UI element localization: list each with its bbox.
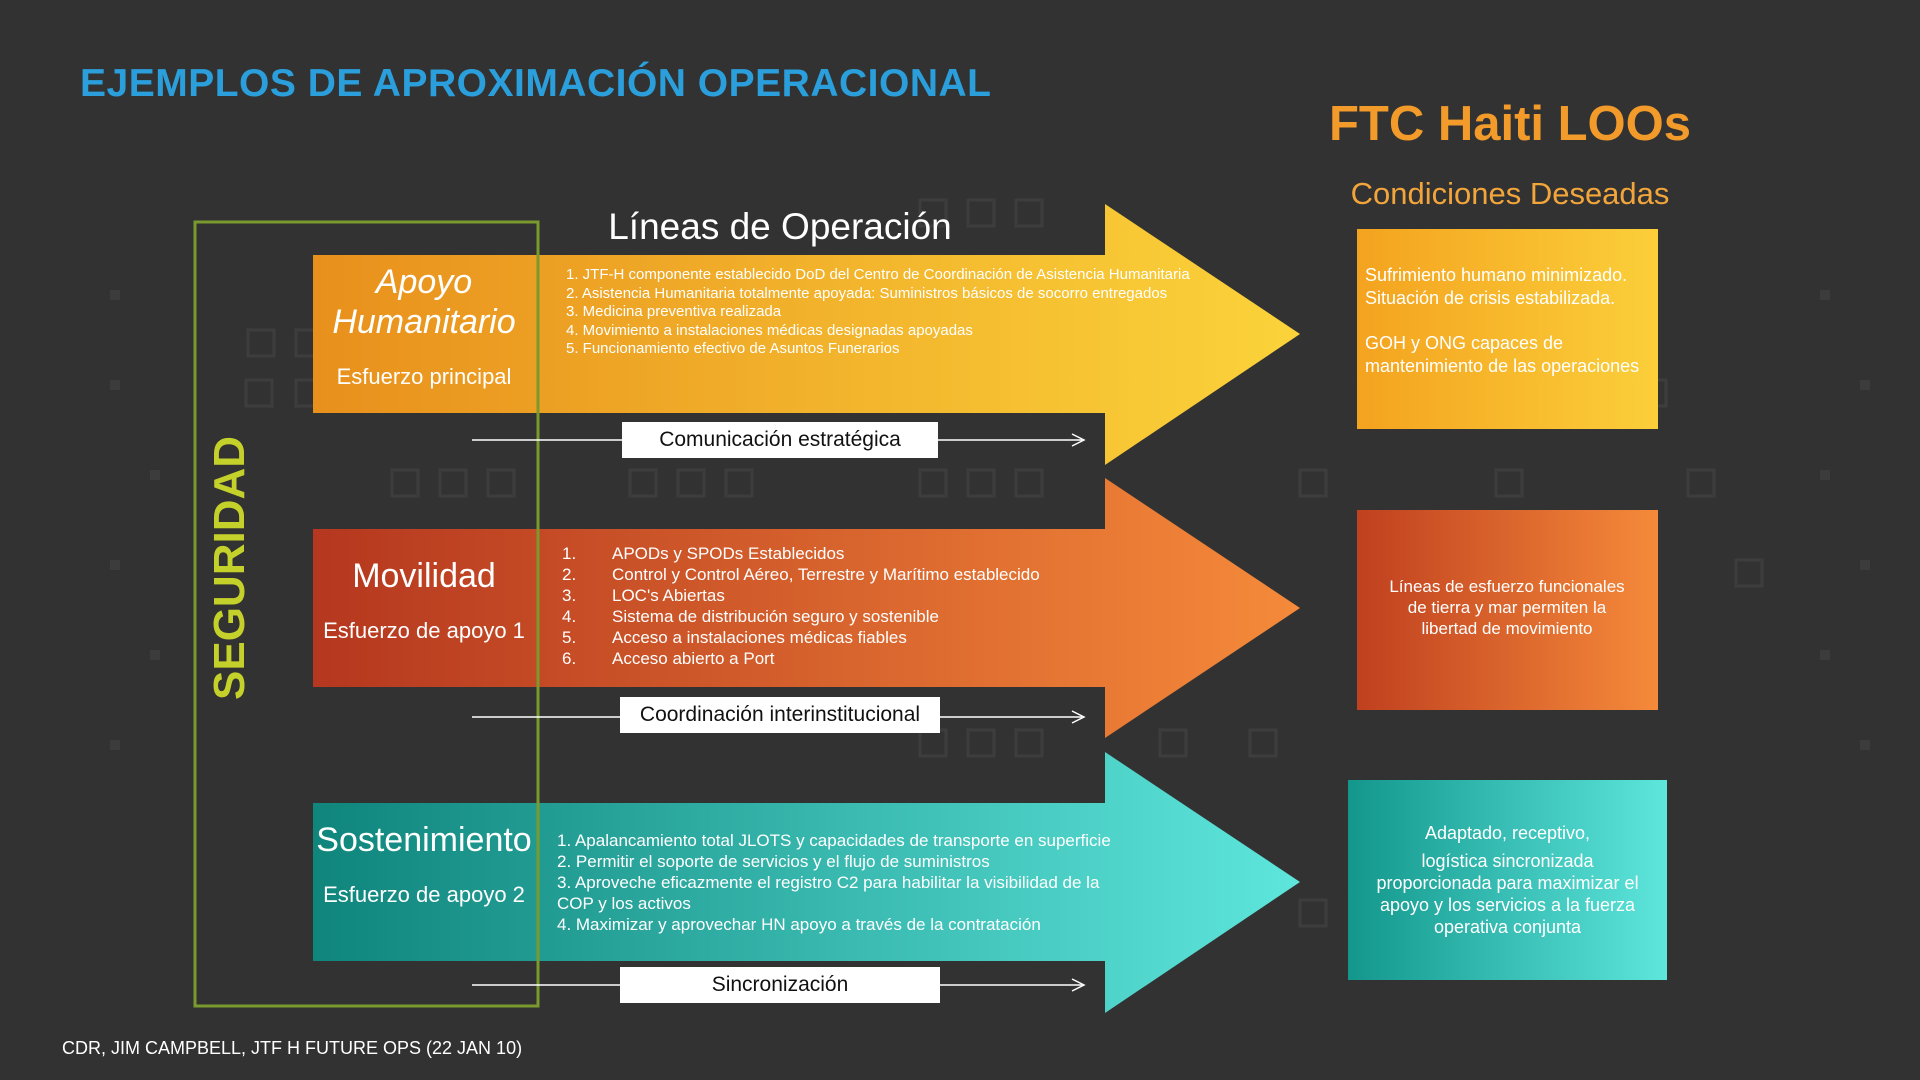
line-humanitarian-list: 1. JTF-H componente establecido DoD del … — [566, 266, 1206, 359]
list-item: 3. Aproveche eficazmente el registro C2 … — [557, 873, 1100, 913]
line-humanitarian-name-1: Apoyo — [375, 263, 473, 301]
line-sustainment-label: Sostenimiento Esfuerzo de apoyo 2 — [313, 820, 535, 908]
line-humanitarian-name-2: Humanitario — [332, 303, 516, 341]
list-item: 5. Acceso a instalaciones médicas fiables — [562, 628, 907, 647]
lines-of-operation-title: Líneas de Operación — [608, 206, 952, 247]
list-item: 2. Control y Control Aéreo, Terrestre y M… — [562, 565, 1040, 584]
footer-credit: CDR, JIM CAMPBELL, JTF H FUTURE OPS (22 … — [62, 1038, 523, 1058]
line-humanitarian-effort: Esfuerzo principal — [336, 364, 512, 389]
condition-box-1-bg — [1357, 229, 1658, 429]
list-item: 6. Acceso abierto a Port — [562, 649, 775, 668]
page-title: EJEMPLOS DE APROXIMACIÓN OPERACIONAL — [80, 62, 992, 105]
condition-box-2: Líneas de esfuerzo funcionales de tierra… — [1389, 577, 1625, 638]
list-item: 3. LOC's Abiertas — [562, 586, 725, 605]
list-item: 5. Funcionamiento efectivo de Asuntos Fu… — [566, 340, 900, 357]
list-item: 4. Maximizar y aprovechar HN apoyo a tra… — [557, 915, 1041, 934]
line-sustainment-name: Sostenimiento — [316, 821, 532, 859]
list-item: 1. JTF-H componente establecido DoD del … — [566, 266, 1190, 283]
list-item: 2. Permitir el soporte de servicios y el… — [557, 852, 990, 871]
condition-box-3: Adaptado, receptivo, logística sincroniz… — [1375, 822, 1640, 938]
line-mobility-name: Movilidad — [352, 557, 496, 595]
security-frame — [193, 220, 540, 1008]
line-mobility-label: Movilidad Esfuerzo de apoyo 1 — [313, 556, 535, 644]
connector-interagency-coordination: Coordinación interinstitucional — [620, 697, 940, 733]
condition-box-2-bg — [1357, 510, 1658, 710]
condition-3-text-a: Adaptado, receptivo, — [1424, 823, 1591, 843]
condition-1-text-a: Sufrimiento humano minimizado. Situación… — [1365, 265, 1628, 308]
line-sustainment-list: 1. Apalancamiento total JLOTS y capacida… — [557, 830, 1117, 935]
list-item: 1. APODs y SPODs Establecidos — [562, 544, 845, 563]
condition-box-3-bg — [1348, 780, 1667, 980]
condition-1-text-b: GOH y ONG capaces de mantenimiento de la… — [1365, 333, 1640, 376]
list-item: 2. Asistencia Humanitaria totalmente apo… — [566, 284, 1168, 302]
line-humanitarian-label: Apoyo Humanitario Esfuerzo principal — [313, 262, 535, 390]
security-label: SEGURIDAD — [205, 435, 254, 700]
line-mobility-list: 1. APODs y SPODs Establecidos 2. Control y… — [562, 543, 1122, 669]
list-item: 1. Apalancamiento total JLOTS y capacida… — [557, 831, 1111, 850]
arrow-sustainment — [313, 752, 1300, 1013]
list-item: 4. Sistema de distribución seguro y soste… — [562, 607, 939, 626]
arrow-humanitarian — [313, 204, 1300, 465]
condition-box-1: Sufrimiento humano minimizado. Situación… — [1365, 264, 1655, 378]
line-mobility-effort: Esfuerzo de apoyo 1 — [323, 618, 525, 643]
connector-strategic-communication: Comunicación estratégica — [622, 422, 938, 458]
list-item: 4. Movimiento a instalaciones médicas de… — [566, 321, 973, 339]
right-title: FTC Haiti LOOs — [1328, 97, 1692, 151]
condition-3-text-b: logística sincronizada proporcionada par… — [1376, 851, 1639, 937]
line-sustainment-effort: Esfuerzo de apoyo 2 — [323, 882, 525, 907]
list-item: 3. Medicina preventiva realizada — [566, 303, 782, 320]
connector-synchronization: Sincronización — [620, 967, 940, 1003]
arrow-mobility — [313, 478, 1300, 738]
right-subtitle: Condiciones Deseadas — [1350, 176, 1670, 211]
